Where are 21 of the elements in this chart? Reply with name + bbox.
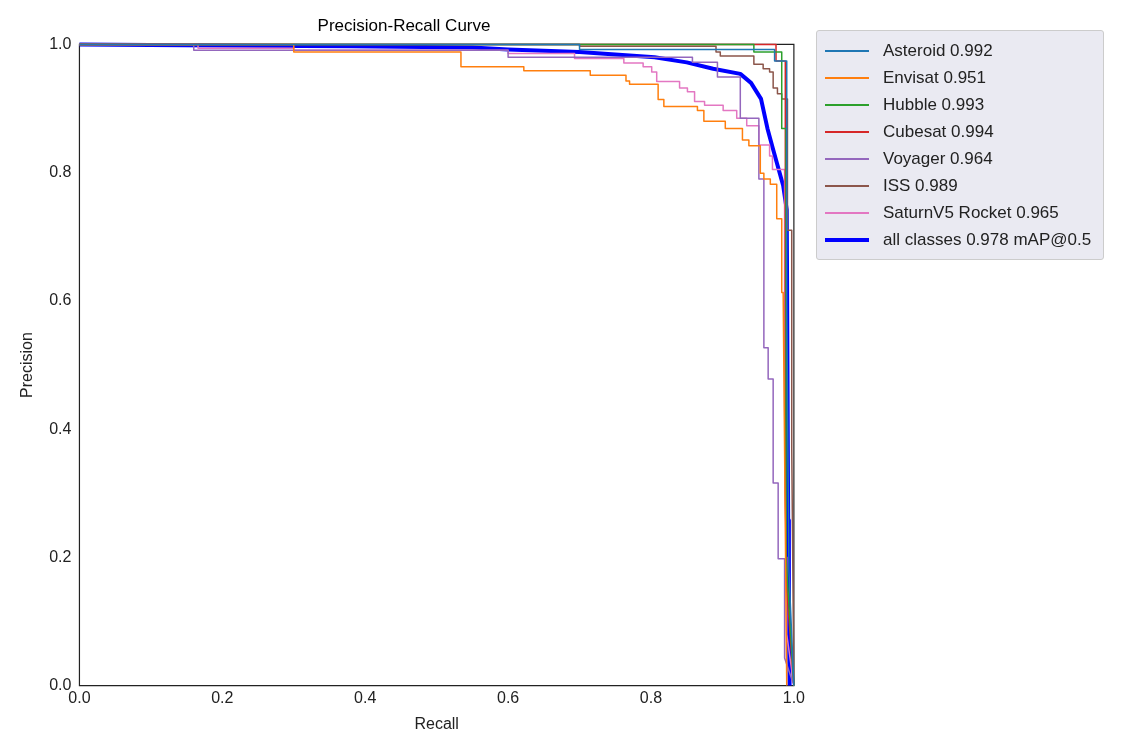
y-tick-label: 0.4 <box>49 419 72 437</box>
y-axis-title: Precision <box>18 332 36 398</box>
legend-label: ISS 0.989 <box>883 175 958 196</box>
y-tick-label: 1.0 <box>49 34 72 52</box>
legend-label: Voyager 0.964 <box>883 148 993 169</box>
y-tick-label: 0.6 <box>49 291 72 309</box>
x-axis-title: Recall <box>414 714 459 732</box>
legend-label: SaturnV5 Rocket 0.965 <box>883 202 1059 223</box>
legend-label: Cubesat 0.994 <box>883 121 994 142</box>
x-tick-label: 0.4 <box>354 688 377 706</box>
y-tick-label: 0.2 <box>49 547 72 565</box>
x-tick-label: 0.2 <box>211 688 234 706</box>
x-tick-label: 0.6 <box>496 688 520 706</box>
legend-label: all classes 0.978 mAP@0.5 <box>883 229 1092 250</box>
legend-label: Asteroid 0.992 <box>883 40 993 61</box>
y-tick-label: 0.8 <box>49 163 72 181</box>
x-tick-label: 0.8 <box>639 688 663 706</box>
chart-title: Precision-Recall Curve <box>317 15 491 35</box>
legend-label: Envisat 0.951 <box>883 67 987 88</box>
x-tick-label: 1.0 <box>782 688 806 706</box>
legend-label: Hubble 0.993 <box>883 94 985 115</box>
